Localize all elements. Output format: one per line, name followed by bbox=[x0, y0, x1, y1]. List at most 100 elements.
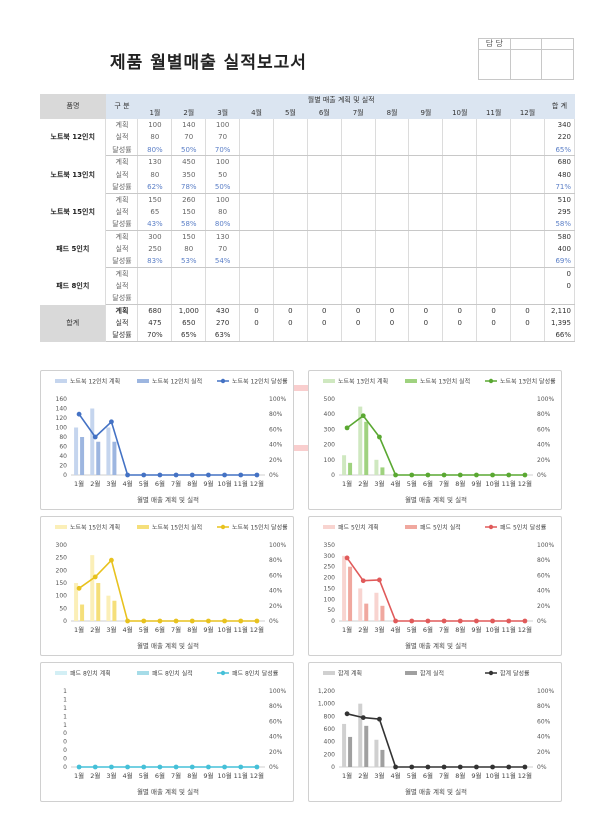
table-cell[interactable] bbox=[306, 180, 342, 194]
table-cell[interactable] bbox=[442, 242, 478, 256]
table-cell[interactable] bbox=[205, 292, 241, 306]
table-cell[interactable] bbox=[374, 143, 410, 157]
table-cell[interactable] bbox=[272, 292, 308, 306]
table-cell[interactable]: 350 bbox=[171, 168, 207, 181]
table-cell[interactable]: 70 bbox=[205, 242, 241, 256]
table-cell[interactable] bbox=[510, 180, 545, 194]
table-cell[interactable]: 70 bbox=[171, 131, 207, 144]
table-cell[interactable]: 80 bbox=[137, 168, 173, 181]
table-cell[interactable] bbox=[272, 242, 308, 256]
table-cell[interactable] bbox=[476, 143, 512, 157]
table-cell[interactable] bbox=[171, 292, 207, 306]
table-cell[interactable] bbox=[239, 230, 274, 243]
table-cell[interactable] bbox=[442, 131, 478, 144]
table-cell[interactable]: 65 bbox=[137, 205, 173, 218]
table-cell[interactable]: 0 bbox=[510, 304, 545, 318]
table-cell[interactable] bbox=[272, 118, 308, 132]
table-cell[interactable] bbox=[340, 131, 376, 144]
table-cell[interactable] bbox=[137, 292, 173, 306]
table-cell[interactable] bbox=[442, 267, 478, 280]
table-cell[interactable] bbox=[205, 267, 241, 280]
table-cell[interactable] bbox=[476, 329, 512, 343]
table-cell[interactable] bbox=[476, 255, 512, 268]
table-cell[interactable] bbox=[408, 168, 444, 181]
table-cell[interactable]: 270 bbox=[205, 317, 241, 330]
table-cell[interactable] bbox=[340, 292, 376, 306]
table-cell[interactable] bbox=[137, 279, 173, 293]
table-cell[interactable]: 450 bbox=[171, 155, 207, 169]
table-cell[interactable]: 0 bbox=[239, 304, 274, 318]
table-cell[interactable] bbox=[340, 267, 376, 280]
table-cell[interactable] bbox=[408, 180, 444, 194]
table-cell[interactable] bbox=[442, 193, 478, 206]
table-cell[interactable] bbox=[239, 205, 274, 218]
table-cell[interactable] bbox=[374, 131, 410, 144]
table-cell[interactable]: 140 bbox=[171, 118, 207, 132]
table-cell[interactable] bbox=[340, 205, 376, 218]
table-cell[interactable]: 1,000 bbox=[171, 304, 207, 318]
table-cell[interactable] bbox=[340, 242, 376, 256]
table-cell[interactable]: 70% bbox=[137, 329, 173, 343]
table-cell[interactable]: 80 bbox=[171, 242, 207, 256]
table-cell[interactable]: 65% bbox=[171, 329, 207, 343]
table-cell[interactable] bbox=[272, 155, 308, 169]
table-cell[interactable] bbox=[340, 329, 376, 343]
table-cell[interactable]: 260 bbox=[171, 193, 207, 206]
table-cell[interactable] bbox=[408, 279, 444, 293]
table-cell[interactable]: 680 bbox=[137, 304, 173, 318]
table-cell[interactable] bbox=[476, 155, 512, 169]
table-cell[interactable]: 100 bbox=[205, 193, 241, 206]
table-cell[interactable] bbox=[306, 193, 342, 206]
table-cell[interactable] bbox=[476, 242, 512, 256]
table-cell[interactable]: 50 bbox=[205, 168, 241, 181]
table-cell[interactable] bbox=[408, 267, 444, 280]
table-cell[interactable] bbox=[408, 193, 444, 206]
table-cell[interactable] bbox=[476, 279, 512, 293]
table-cell[interactable] bbox=[476, 193, 512, 206]
table-cell[interactable]: 150 bbox=[171, 230, 207, 243]
table-cell[interactable] bbox=[306, 242, 342, 256]
table-cell[interactable]: 430 bbox=[205, 304, 241, 318]
table-cell[interactable] bbox=[510, 155, 545, 169]
table-cell[interactable] bbox=[239, 180, 274, 194]
table-cell[interactable]: 78% bbox=[171, 180, 207, 194]
table-cell[interactable]: 54% bbox=[205, 255, 241, 268]
table-cell[interactable] bbox=[306, 255, 342, 268]
table-cell[interactable] bbox=[340, 255, 376, 268]
table-cell[interactable] bbox=[340, 180, 376, 194]
table-cell[interactable] bbox=[374, 118, 410, 132]
table-cell[interactable] bbox=[272, 267, 308, 280]
table-cell[interactable] bbox=[442, 217, 478, 231]
table-cell[interactable] bbox=[510, 292, 545, 306]
table-cell[interactable] bbox=[239, 329, 274, 343]
table-cell[interactable] bbox=[442, 155, 478, 169]
table-cell[interactable]: 650 bbox=[171, 317, 207, 330]
table-cell[interactable] bbox=[137, 267, 173, 280]
table-cell[interactable] bbox=[272, 180, 308, 194]
table-cell[interactable]: 150 bbox=[171, 205, 207, 218]
table-cell[interactable] bbox=[374, 255, 410, 268]
table-cell[interactable] bbox=[510, 217, 545, 231]
table-cell[interactable] bbox=[476, 267, 512, 280]
table-cell[interactable] bbox=[510, 118, 545, 132]
table-cell[interactable] bbox=[510, 279, 545, 293]
table-cell[interactable]: 0 bbox=[442, 304, 478, 318]
table-cell[interactable] bbox=[239, 193, 274, 206]
table-cell[interactable] bbox=[374, 193, 410, 206]
table-cell[interactable]: 80 bbox=[137, 131, 173, 144]
table-cell[interactable] bbox=[510, 205, 545, 218]
table-cell[interactable] bbox=[272, 205, 308, 218]
table-cell[interactable] bbox=[476, 131, 512, 144]
table-cell[interactable]: 0 bbox=[510, 317, 545, 330]
table-cell[interactable] bbox=[340, 143, 376, 157]
table-cell[interactable] bbox=[306, 205, 342, 218]
table-cell[interactable] bbox=[272, 131, 308, 144]
table-cell[interactable] bbox=[374, 168, 410, 181]
table-cell[interactable] bbox=[272, 329, 308, 343]
table-cell[interactable] bbox=[272, 217, 308, 231]
table-cell[interactable]: 70 bbox=[205, 131, 241, 144]
table-cell[interactable] bbox=[510, 193, 545, 206]
table-cell[interactable] bbox=[239, 168, 274, 181]
table-cell[interactable] bbox=[408, 143, 444, 157]
table-cell[interactable] bbox=[306, 292, 342, 306]
